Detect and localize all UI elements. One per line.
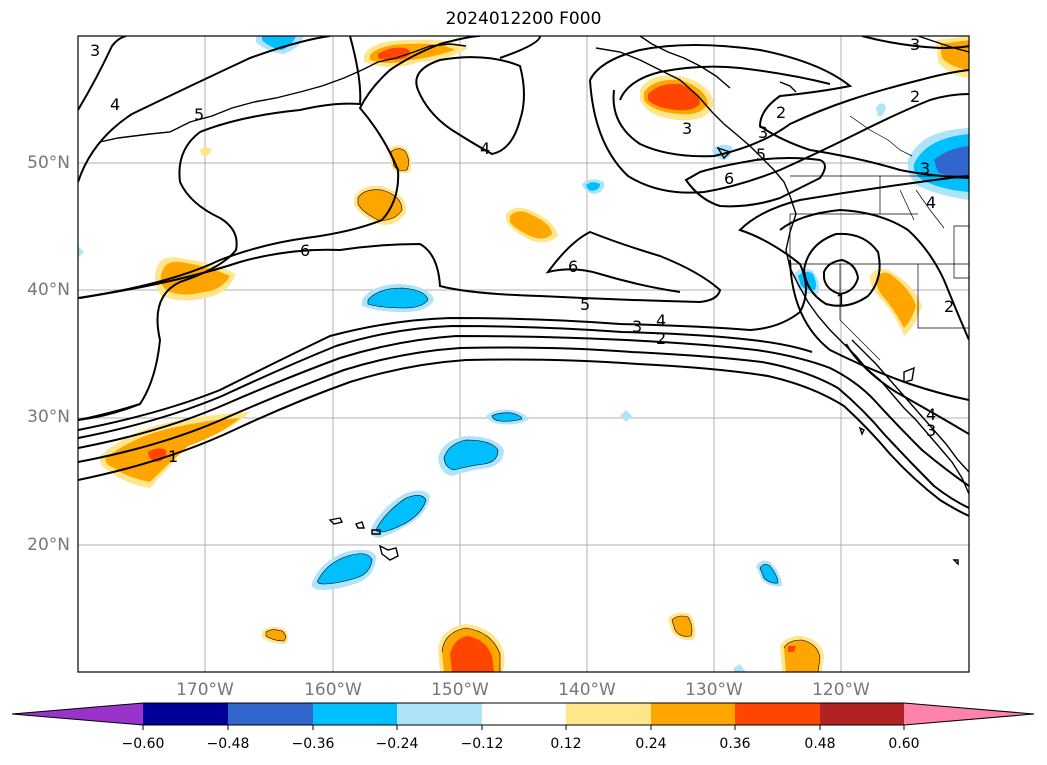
contour-label: 6	[568, 257, 578, 276]
contour-label: 3	[632, 317, 642, 336]
map-frame	[77, 35, 970, 673]
contour-label: 1	[836, 291, 846, 310]
lon-tick-label: 140°W	[558, 680, 616, 700]
colorbar-tick-label: −0.36	[291, 736, 335, 752]
colorbar-segment	[228, 703, 313, 725]
colorbar-tick-label: 0.12	[550, 736, 582, 752]
colorbar-tick-label: −0.60	[121, 736, 165, 752]
anomaly-region	[317, 553, 372, 584]
colorbar-segment	[651, 703, 735, 725]
lon-tick-label: 150°W	[431, 680, 489, 700]
anomaly-region	[876, 103, 886, 117]
contour-label: 5	[194, 105, 204, 124]
contour-label: 3	[90, 41, 100, 60]
lon-tick-label: 130°W	[685, 680, 743, 700]
colorbar-segment	[566, 703, 651, 725]
contour-label: 2	[910, 87, 920, 106]
contour-label: 4	[480, 139, 490, 158]
lat-tick-label: 20°N	[27, 535, 70, 555]
positive-anomaly-regions	[99, 36, 969, 672]
anomaly-region	[376, 495, 426, 532]
gridlines	[78, 36, 969, 672]
coastlines	[99, 36, 969, 566]
contour-label: 3	[910, 35, 920, 54]
colorbar-tick-label: −0.48	[206, 736, 250, 752]
lat-tick-label: 40°N	[27, 280, 70, 300]
colorbar-tick-label: 0.48	[804, 736, 836, 752]
anomaly-region	[734, 664, 746, 672]
contour-label: 3	[920, 159, 930, 178]
anomaly-region	[586, 182, 600, 191]
colorbar-segment	[397, 703, 482, 725]
map-title: 2024012200 F000	[445, 9, 602, 29]
height-contours	[78, 36, 969, 517]
contour-label: 6	[300, 241, 310, 260]
contour-label: 1	[168, 447, 178, 466]
contour-label: 4	[110, 95, 120, 114]
contour-label: 3	[926, 421, 936, 440]
lon-tick-label: 120°W	[812, 680, 870, 700]
anomaly-region	[266, 629, 286, 641]
anomaly-region	[672, 616, 692, 637]
negative-anomaly-regions	[78, 36, 969, 672]
anomaly-region	[78, 246, 84, 258]
contour-label: 4	[926, 405, 936, 424]
contour-label: 2	[944, 297, 954, 316]
colorbar-extend-left	[12, 703, 143, 725]
colorbar	[11, 702, 1035, 730]
lon-tick-label: 170°W	[176, 680, 234, 700]
lon-tick-label: 160°W	[304, 680, 362, 700]
colorbar-segment	[482, 703, 566, 725]
anomaly-region	[934, 146, 969, 178]
contour-label: 5	[756, 145, 766, 164]
colorbar-tick-label: 0.60	[888, 736, 920, 752]
anomaly-region	[620, 410, 632, 422]
anomaly-region	[876, 272, 916, 328]
colorbar-tick-label: 0.24	[635, 736, 667, 752]
anomaly-region	[648, 83, 700, 111]
contour-label: 5	[580, 295, 590, 314]
colorbar-extend-right	[904, 703, 1034, 725]
anomaly-region	[444, 440, 498, 470]
colorbar-tick-label: 0.36	[719, 736, 751, 752]
colorbar-segment	[735, 703, 820, 725]
anomaly-region	[492, 412, 522, 422]
colorbar-tick-label: −0.12	[460, 736, 504, 752]
anomaly-region	[378, 47, 410, 60]
contour-label: 6	[724, 169, 734, 188]
contour-label: 3	[682, 119, 692, 138]
contour-label: 4	[926, 193, 936, 212]
anomaly-region	[788, 646, 796, 652]
colorbar-tick-label: −0.24	[375, 736, 419, 752]
contour-label: 4	[656, 311, 666, 330]
lat-tick-label: 30°N	[27, 407, 70, 427]
colorbar-segment	[313, 703, 397, 725]
anomaly-region	[200, 147, 212, 157]
anomaly-region	[450, 636, 494, 672]
lat-tick-label: 50°N	[27, 153, 70, 173]
anomaly-region	[510, 211, 552, 239]
contour-label: 3	[758, 123, 768, 142]
contour-labels: 3 4 5 6 4 3 2 2 3 5 6 3 4 6 5 4 3 2 1 2 …	[90, 35, 954, 466]
colorbar-segment	[820, 703, 904, 725]
map-content	[78, 36, 969, 672]
anomaly-outlines	[265, 148, 821, 672]
anomaly-region	[368, 288, 428, 308]
anomaly-region	[358, 189, 402, 221]
contour-label: 2	[776, 103, 786, 122]
colorbar-segment	[143, 703, 228, 725]
contour-label: 2	[656, 329, 666, 348]
